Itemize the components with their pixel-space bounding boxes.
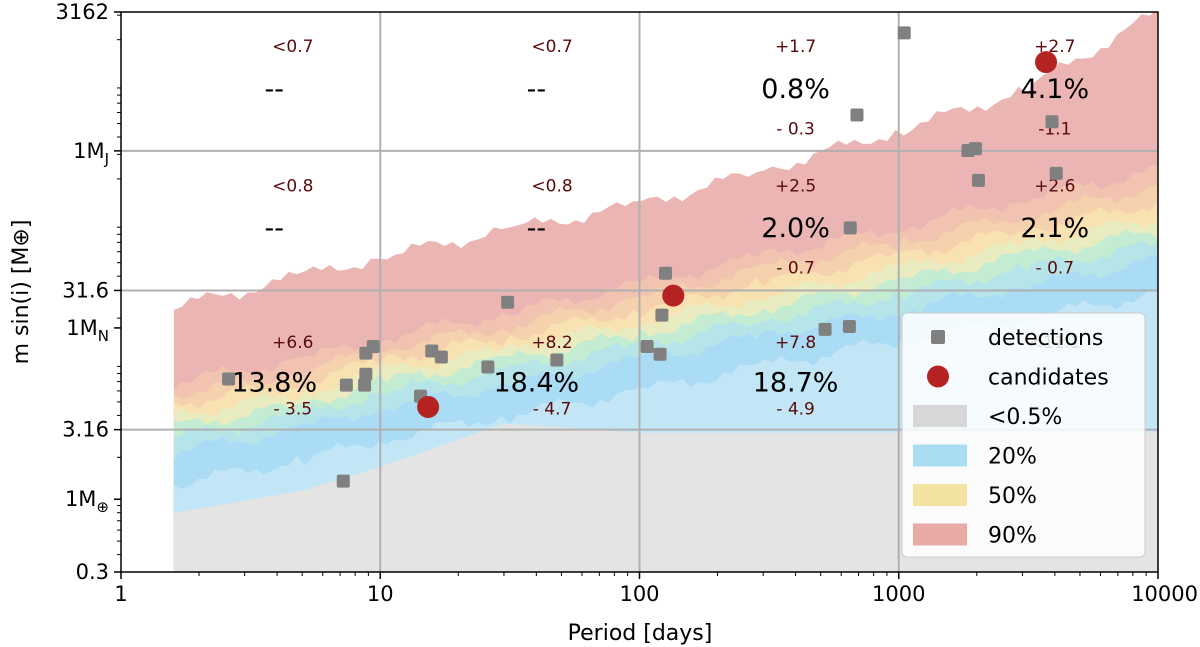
legend-label: 20% bbox=[988, 445, 1037, 470]
detections-point bbox=[358, 378, 372, 392]
legend-label: 50% bbox=[988, 484, 1037, 509]
x-tick-label: 10000 bbox=[1131, 582, 1198, 606]
detections-point bbox=[842, 320, 856, 334]
detections-point bbox=[655, 308, 669, 322]
detections-point bbox=[550, 353, 564, 367]
legend-label: 90% bbox=[988, 524, 1037, 549]
legend: detections candidates <0.5% 20% 50% 90% bbox=[901, 312, 1146, 558]
y-tick-label: 31.6 bbox=[62, 278, 109, 302]
occurrence-upper-error: <0.7 bbox=[272, 37, 313, 57]
occurrence-rate: 18.4% bbox=[493, 368, 579, 399]
x-tick-label: 1000 bbox=[872, 582, 925, 606]
detections-point bbox=[222, 372, 236, 386]
detections-point bbox=[366, 340, 380, 354]
y-tick-label: 3162 bbox=[56, 0, 109, 24]
detections-point bbox=[1049, 166, 1063, 180]
occurrence-lower-error: - 4.9 bbox=[776, 399, 815, 419]
occurrence-upper-error: +7.8 bbox=[775, 333, 816, 353]
occurrence-upper-error: +2.6 bbox=[1034, 176, 1075, 196]
candidates-point bbox=[417, 395, 440, 418]
y-tick-label: 1MJ bbox=[73, 139, 109, 168]
x-tick-label: 100 bbox=[619, 582, 659, 606]
occurrence-rate: -- bbox=[527, 213, 547, 244]
detections-point bbox=[850, 108, 864, 122]
detections-point bbox=[818, 322, 832, 336]
detections-point bbox=[971, 173, 985, 187]
occurrence-upper-error: <0.8 bbox=[531, 176, 572, 196]
y-tick-label: 1MN bbox=[66, 316, 109, 345]
detections-point bbox=[968, 142, 982, 156]
detections-point bbox=[501, 295, 515, 309]
occurrence-rate: -- bbox=[264, 74, 284, 105]
detections-point bbox=[336, 474, 350, 488]
candidates-point bbox=[662, 284, 685, 307]
occurrence-rate: -- bbox=[264, 213, 284, 244]
axis-ticks: 1 10 100 1000 10000 0.3 1M⊕ 3.16 1MN 31.6 1MJ 3162 bbox=[56, 0, 1198, 606]
occurrence-upper-error: +2.5 bbox=[775, 176, 816, 196]
legend-patch bbox=[913, 405, 967, 427]
legend-label: <0.5% bbox=[988, 405, 1062, 430]
detections-point bbox=[481, 360, 495, 374]
y-tick-label: 0.3 bbox=[76, 560, 109, 584]
data-points bbox=[222, 26, 1063, 488]
occurrence-lower-error: - 0.7 bbox=[1036, 259, 1075, 279]
occurrence-labels: --<0.7--<0.70.8%+1.7- 0.34.1%+2.7-1.1--<… bbox=[231, 37, 1089, 419]
candidates-point bbox=[1035, 51, 1058, 74]
occurrence-rate: 2.0% bbox=[761, 213, 830, 244]
x-tick-label: 1 bbox=[114, 582, 127, 606]
occurrence-upper-error: +8.2 bbox=[531, 333, 572, 353]
legend-label: detections bbox=[988, 326, 1103, 351]
detections-point bbox=[653, 347, 667, 361]
occurrence-rate: 0.8% bbox=[761, 74, 830, 105]
x-tick-label: 10 bbox=[367, 582, 394, 606]
detections-point bbox=[359, 367, 373, 381]
occurrence-lower-error: - 0.7 bbox=[776, 259, 815, 279]
detections-point bbox=[843, 221, 857, 235]
occurrence-lower-error: - 0.3 bbox=[776, 120, 815, 140]
occurrence-upper-error: <0.8 bbox=[272, 176, 313, 196]
y-tick-label: 1M⊕ bbox=[65, 487, 109, 516]
detections-point bbox=[339, 378, 353, 392]
occurrence-rate: 2.1% bbox=[1021, 213, 1090, 244]
occurrence-lower-error: - 4.7 bbox=[533, 399, 572, 419]
occurrence-upper-error: +1.7 bbox=[775, 37, 816, 57]
occurrence-lower-error: - 3.5 bbox=[274, 399, 313, 419]
legend-marker-candidates bbox=[927, 365, 949, 388]
detections-point bbox=[1045, 115, 1059, 129]
detections-point bbox=[640, 340, 654, 354]
legend-label: candidates bbox=[988, 366, 1109, 391]
y-axis-label: m sin(i) [M⊕] bbox=[9, 220, 34, 365]
occurrence-rate: 4.1% bbox=[1021, 74, 1090, 105]
legend-patch bbox=[913, 523, 967, 546]
detections-point bbox=[659, 266, 673, 280]
occurrence-rate: 18.7% bbox=[753, 368, 839, 399]
occurrence-rate: 13.8% bbox=[231, 368, 317, 399]
legend-patch bbox=[913, 484, 967, 506]
occurrence-upper-error: +6.6 bbox=[272, 333, 313, 353]
detections-point bbox=[897, 26, 911, 40]
x-axis-label: Period [days] bbox=[568, 621, 713, 646]
occurrence-upper-error: <0.7 bbox=[531, 37, 572, 57]
legend-patch bbox=[913, 444, 967, 467]
detections-point bbox=[434, 350, 448, 364]
occurrence-rate: -- bbox=[527, 74, 547, 105]
y-tick-label: 3.16 bbox=[62, 418, 109, 442]
legend-marker-detections bbox=[931, 330, 945, 344]
